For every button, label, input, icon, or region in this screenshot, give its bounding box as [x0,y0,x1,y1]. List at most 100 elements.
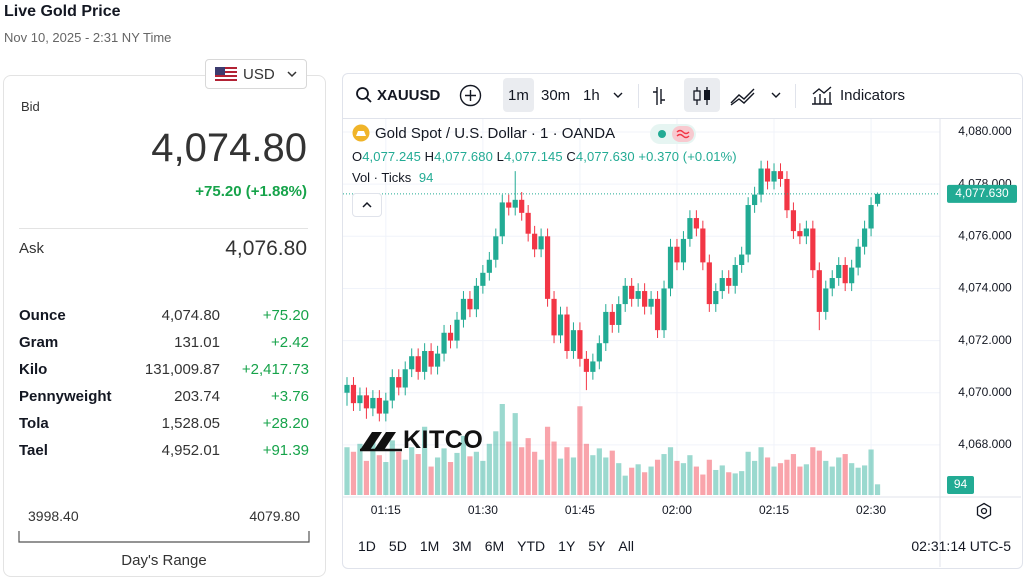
range-button[interactable]: 5D [388,538,407,554]
volume-bar [629,467,635,495]
range-button[interactable]: 3M [452,538,472,554]
volume-bar [803,464,809,495]
interval-button[interactable]: 30m [541,87,571,104]
volume-bar [512,413,518,495]
unit-price: 4,952.01 [161,442,220,459]
volume-bar [499,404,505,495]
volume-bar [564,447,570,495]
candle-body [564,314,570,352]
volume-bar [486,443,492,495]
toolbar-border [343,118,1021,119]
flag-icon [215,67,237,82]
candle-body [874,193,881,204]
interval-menu[interactable] [612,90,624,100]
symbol[interactable]: XAUUSD [377,87,441,104]
candle-body [706,262,712,305]
candle-body [687,218,693,239]
bars-style-button[interactable] [650,84,672,108]
collapse-button[interactable] [352,193,382,217]
volume-bar [790,454,797,495]
range-low: 3998.40 [28,508,79,524]
candle-body [506,202,512,208]
volume-bar [648,466,654,495]
candle-body [590,361,596,372]
candle-body [790,210,797,232]
ohlc-key: C [566,149,576,164]
volume-bar [538,459,544,495]
range-button[interactable]: 6M [484,538,505,554]
last-price-box [947,184,1017,203]
settings-icon[interactable] [975,502,993,520]
candle-body [402,369,408,388]
range-button[interactable]: 1D [358,538,376,554]
volume-bar [654,459,661,495]
volume-bar [532,451,538,495]
style-menu[interactable] [770,90,782,100]
volume-bar [764,457,771,495]
style-active-bg [684,78,720,112]
range-button[interactable]: 1Y [558,538,576,554]
volume-bar [402,459,408,495]
volume-bar [557,458,564,495]
volume-box [947,476,974,494]
area-style-button[interactable] [729,85,757,107]
candle-body [486,259,492,273]
compare-button[interactable] [459,84,482,107]
volume-bar [752,460,758,495]
candle-body [719,278,725,292]
candle-body [758,168,764,195]
y-tick-label: 4,072.000 [958,333,1012,347]
volume-bar [693,466,699,495]
volume-bar [771,466,777,495]
bid-label: Bid [21,99,40,114]
interval-button[interactable]: 1m [508,87,529,104]
volume-bar [667,447,674,495]
indicators-icon[interactable] [810,84,834,106]
indicators-button[interactable]: Indicators [840,87,906,104]
ohlc-key: H [424,149,435,164]
volume-legend-label: Vol · Ticks [352,170,412,185]
range-button[interactable]: All [618,538,634,554]
last-price-label: 4,077.630 [955,186,1009,200]
range-button[interactable]: 1M [419,538,440,554]
gold-icon [352,124,370,142]
candle-body [409,356,415,370]
volume-bar [616,463,622,495]
bid-price: 4,074.80 [151,126,307,170]
volume-bar [383,462,389,495]
search-icon[interactable] [355,86,373,104]
volume-bar [447,462,454,495]
candles-style-button[interactable] [691,84,713,108]
volume-bar [519,447,525,495]
volume-bar [506,441,512,495]
x-tick-label: 02:00 [662,503,692,517]
ask-label: Ask [19,240,45,257]
unit-change: +28.20 [262,415,309,432]
candle-body [363,395,370,409]
volume-bar [396,451,402,495]
candle-body [376,397,382,414]
y-tick-label: 4,068.000 [958,437,1012,451]
volume-bar [363,460,370,495]
currency-select[interactable]: USD [205,59,307,89]
volume-bar [428,466,434,495]
interval-button[interactable]: 1h [583,87,600,104]
volume-bar [842,454,848,495]
volume-bar [544,426,551,495]
volume-bar [816,450,822,495]
volume-bar [700,474,706,495]
volume-bar [603,457,609,495]
candle-body [434,353,441,367]
candle-body [350,384,357,404]
range-button[interactable]: YTD [517,538,546,554]
candle-body [616,304,622,325]
candle-body [415,356,421,372]
candle-body [603,311,609,344]
candle-body [810,228,816,271]
volume-bar [739,471,745,495]
candle-body [609,311,615,325]
candle-body [816,270,822,312]
range-button[interactable]: 5Y [588,538,606,554]
candle-body [544,236,551,299]
